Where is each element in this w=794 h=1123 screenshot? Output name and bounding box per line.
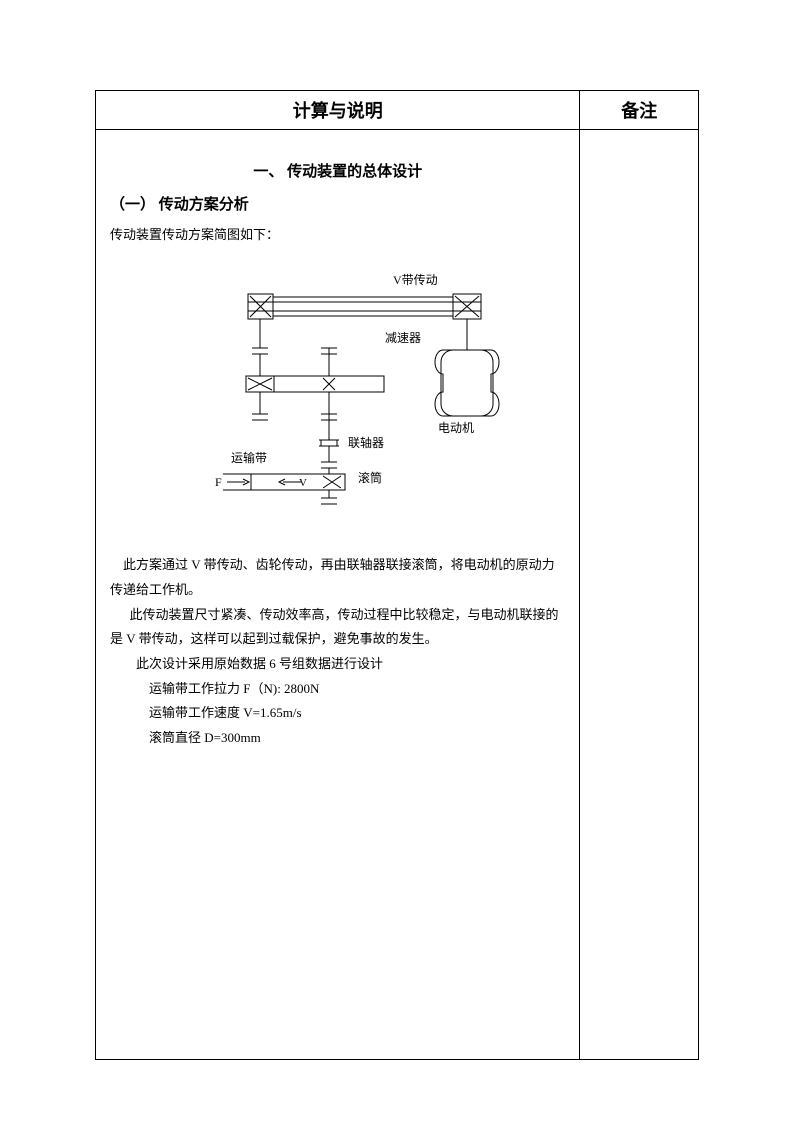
header-right: 备注 xyxy=(580,91,699,130)
section-title: 一、 传动装置的总体设计 xyxy=(110,158,565,187)
label-coupling: 联轴器 xyxy=(348,435,384,450)
label-drum: 滚筒 xyxy=(358,470,382,485)
content-cell: 一、 传动装置的总体设计 （一） 传动方案分析 传动装置传动方案简图如下： V带… xyxy=(96,130,580,1060)
data-line-3: 滚筒直径 D=300mm xyxy=(110,726,565,751)
paragraph-2: 此传动装置尺寸紧凑、传动效率高，传动过程中比较稳定，与电动机联接的是 V 带传动… xyxy=(110,603,565,652)
label-reducer: 减速器 xyxy=(385,331,421,345)
paragraph-3: 此次设计采用原始数据 6 号组数据进行设计 xyxy=(110,652,565,677)
header-left: 计算与说明 xyxy=(96,91,580,130)
intro-line: 传动装置传动方案简图如下： xyxy=(110,223,565,248)
label-vbelt: V带传动 xyxy=(393,272,438,287)
data-line-2: 运输带工作速度 V=1.65m/s xyxy=(110,701,565,726)
label-motor: 电动机 xyxy=(438,421,474,435)
label-V: V xyxy=(299,477,307,489)
subsection-title: （一） 传动方案分析 xyxy=(110,191,565,220)
notes-cell xyxy=(580,130,699,1060)
label-conveyor: 运输带 xyxy=(231,450,267,465)
schematic-diagram: V带传动 xyxy=(173,272,503,518)
data-line-1: 运输带工作拉力 F（N): 2800N xyxy=(110,677,565,702)
label-F: F xyxy=(215,475,222,489)
paragraph-1: 此方案通过 V 带传动、齿轮传动，再由联轴器联接滚筒，将电动机的原动力传递给工作… xyxy=(110,553,565,602)
